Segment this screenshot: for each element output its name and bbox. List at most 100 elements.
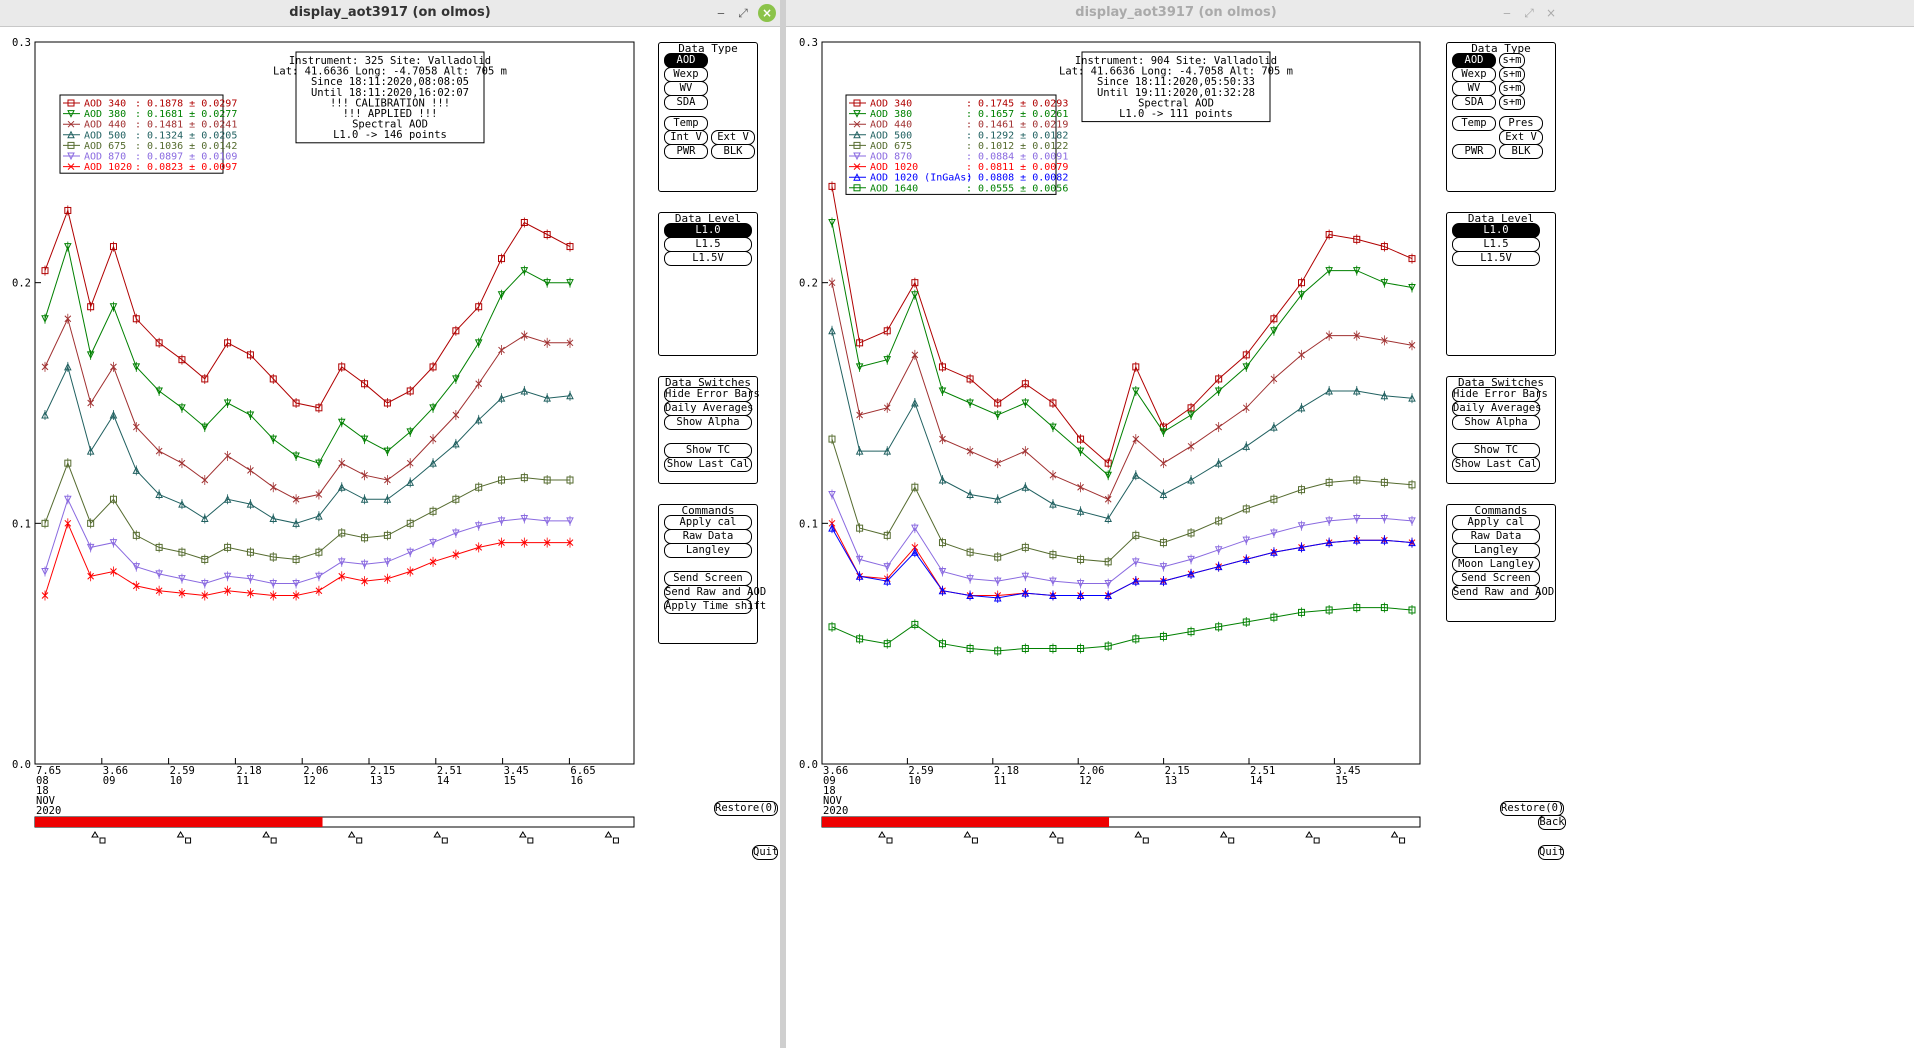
close-icon[interactable]: × — [1545, 6, 1557, 20]
apply-time-shift-button[interactable]: Apply Time shift — [664, 599, 767, 614]
data-point — [1159, 563, 1168, 571]
data-point — [338, 572, 346, 580]
blk-button[interactable]: BLK — [1499, 144, 1543, 159]
data-point — [966, 591, 974, 600]
blk-button[interactable]: BLK — [711, 144, 755, 159]
close-icon[interactable]: × — [758, 4, 776, 22]
data-point — [452, 411, 460, 419]
legend-box — [845, 94, 1057, 195]
data-point — [406, 459, 414, 467]
data-point — [384, 476, 391, 484]
hide-error-bars-button[interactable]: Hide Error Bars — [664, 387, 760, 402]
temp-button[interactable]: Temp — [1452, 116, 1496, 131]
ext-v-button[interactable]: Ext V — [711, 130, 755, 145]
show-alpha-button[interactable]: Show Alpha — [1452, 415, 1540, 430]
daily-averages-button[interactable]: Daily Averages — [1452, 401, 1542, 416]
restore-button[interactable]: Restore(0) — [1500, 801, 1565, 816]
legend-marker — [853, 99, 861, 107]
wv-button[interactable]: WV — [664, 81, 708, 96]
level-l15-button[interactable]: L1.5 — [664, 237, 752, 252]
moon-langley-button[interactable]: Moon Langley — [1452, 557, 1540, 572]
x-tick-label: 2.06 — [1079, 765, 1104, 777]
data-point — [1297, 522, 1306, 530]
sda-sm-button[interactable]: s+m — [1499, 95, 1525, 110]
data-point — [155, 447, 163, 455]
aod-button[interactable]: AOD — [1452, 53, 1496, 68]
level-l10-button[interactable]: L1.0 — [664, 223, 752, 238]
data-point — [566, 279, 574, 287]
quit-button[interactable]: Quit — [1538, 845, 1565, 860]
aod-button[interactable]: AOD — [664, 53, 708, 68]
commands-panel: Commands Apply cal Raw Data Langley Moon… — [1446, 504, 1556, 622]
wexp-sm-button[interactable]: s+m — [1499, 67, 1525, 82]
data-point — [1325, 332, 1333, 339]
data-point — [1242, 363, 1251, 372]
show-last-cal-button[interactable]: Show Last Cal — [1452, 457, 1540, 472]
send-screen-button[interactable]: Send Screen — [664, 571, 752, 586]
raw-data-button[interactable]: Raw Data — [664, 529, 752, 544]
quit-button[interactable]: Quit — [752, 845, 779, 860]
data-point — [452, 495, 460, 503]
wv-sm-button[interactable]: s+m — [1499, 81, 1525, 96]
y-tick-label: 0.3 — [799, 37, 818, 49]
pwr-button[interactable]: PWR — [664, 144, 708, 159]
apply-cal-button[interactable]: Apply cal — [664, 515, 752, 530]
data-point — [994, 647, 1002, 655]
data-point — [938, 539, 946, 547]
minimize-icon[interactable]: ‒ — [1503, 6, 1511, 20]
restore-button[interactable]: Restore(0) — [714, 801, 779, 816]
data-point — [1325, 517, 1333, 526]
temp-button[interactable]: Temp — [664, 116, 708, 131]
minimize-icon[interactable]: ‒ — [717, 6, 725, 20]
data-point — [497, 394, 506, 402]
data-point — [337, 558, 346, 566]
event-mark — [1134, 831, 1143, 838]
wexp-button[interactable]: Wexp — [664, 67, 708, 82]
send-screen-button[interactable]: Send Screen — [1452, 571, 1540, 586]
show-alpha-button[interactable]: Show Alpha — [664, 415, 752, 430]
hide-error-bars-button[interactable]: Hide Error Bars — [1452, 387, 1548, 402]
data-point — [1077, 644, 1085, 652]
send-raw-and-aod-button[interactable]: Send Raw and AOD — [1452, 585, 1555, 600]
int-v-button[interactable]: Int V — [664, 130, 708, 145]
data-point — [1187, 529, 1195, 537]
send-raw-and-aod-button[interactable]: Send Raw and AOD — [664, 585, 767, 600]
level-l10-button[interactable]: L1.0 — [1452, 223, 1540, 238]
raw-data-button[interactable]: Raw Data — [1452, 529, 1540, 544]
sda-button[interactable]: SDA — [664, 95, 708, 110]
show-tc-button[interactable]: Show TC — [664, 443, 752, 458]
x-tick-label: 2.15 — [370, 765, 395, 777]
data-point — [361, 534, 369, 542]
data-point — [1187, 628, 1195, 636]
show-last-cal-button[interactable]: Show Last Cal — [664, 457, 752, 472]
restore-icon[interactable]: ⤢ — [738, 6, 748, 20]
event-mark — [1305, 831, 1314, 838]
back-button[interactable]: Back — [1538, 815, 1566, 830]
x-tick-label: 6.65 — [570, 765, 595, 777]
aod-sm-button[interactable]: s+m — [1499, 53, 1525, 68]
langley-button[interactable]: Langley — [664, 543, 752, 558]
data-point — [361, 471, 368, 479]
langley-button[interactable]: Langley — [1452, 543, 1540, 558]
sda-button[interactable]: SDA — [1452, 95, 1496, 110]
data-point — [87, 399, 95, 407]
level-l15-button[interactable]: L1.5 — [1452, 237, 1540, 252]
restore-icon[interactable]: ⤢ — [1524, 6, 1534, 20]
level-l15v-button[interactable]: L1.5V — [1452, 251, 1540, 266]
wv-button[interactable]: WV — [1452, 81, 1496, 96]
daily-averages-button[interactable]: Daily Averages — [664, 401, 754, 416]
pwr-button[interactable]: PWR — [1452, 144, 1496, 159]
show-tc-button[interactable]: Show TC — [1452, 443, 1540, 458]
data-point — [994, 553, 1002, 561]
apply-cal-button[interactable]: Apply cal — [1452, 515, 1540, 530]
level-l15v-button[interactable]: L1.5V — [664, 251, 752, 266]
data-point — [406, 548, 415, 557]
ext-v-button[interactable]: Ext V — [1499, 130, 1543, 145]
data-point — [856, 339, 864, 347]
wexp-button[interactable]: Wexp — [1452, 67, 1496, 82]
plot-area — [34, 41, 635, 765]
data-point — [201, 375, 209, 383]
pres-button[interactable]: Pres — [1499, 116, 1543, 131]
